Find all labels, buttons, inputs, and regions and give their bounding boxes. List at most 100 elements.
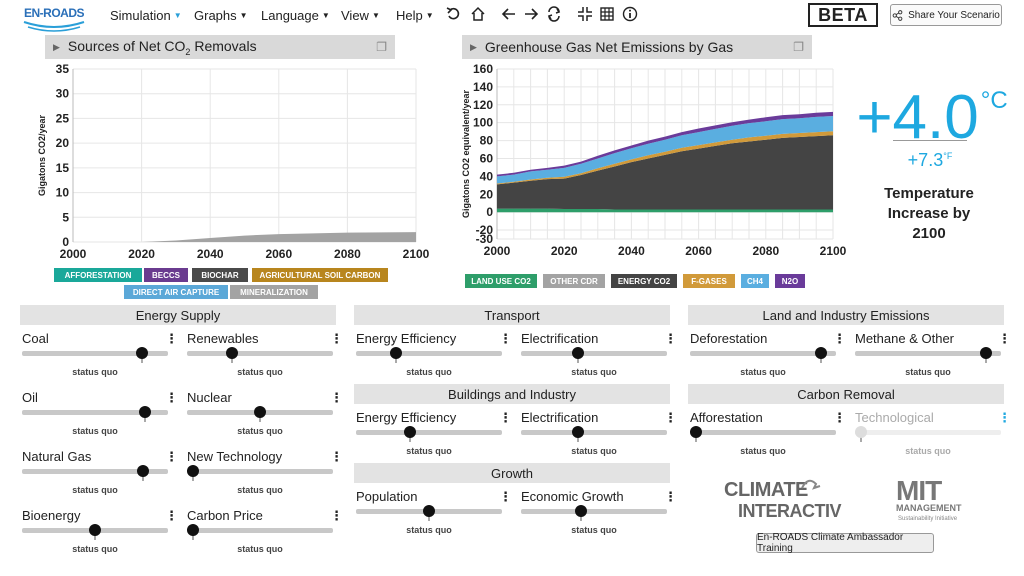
slider-handle[interactable] — [575, 505, 587, 517]
legend-biochar[interactable]: BIOCHAR — [192, 268, 248, 282]
slider-nuclear: Nuclear ⋮ status quo — [187, 390, 343, 440]
menu-simulation[interactable]: Simulation ▼ — [110, 8, 182, 23]
back-arrow-icon[interactable] — [501, 6, 517, 22]
slider-track[interactable] — [187, 351, 333, 356]
slider-track[interactable] — [690, 351, 836, 356]
slider-handle[interactable] — [89, 524, 101, 536]
more-options-icon[interactable]: ⋮ — [499, 331, 512, 346]
more-options-icon[interactable]: ⋮ — [165, 390, 178, 405]
slider-track[interactable] — [187, 528, 333, 533]
more-options-icon[interactable]: ⋮ — [165, 449, 178, 464]
legend-other-cdr[interactable]: OTHER CDR — [543, 274, 605, 288]
climate-ambassador-training-button[interactable]: En-ROADS Climate Ambassador Training — [756, 532, 934, 554]
more-options-icon[interactable]: ⋮ — [499, 410, 512, 425]
x-tick-label: 2080 — [334, 247, 361, 261]
slider-handle[interactable] — [390, 347, 402, 359]
slider-handle[interactable] — [815, 347, 827, 359]
more-options-icon[interactable]: ⋮ — [165, 331, 178, 346]
slider-track[interactable] — [356, 430, 502, 435]
more-options-icon[interactable]: ⋮ — [664, 331, 677, 346]
menu-graphs[interactable]: Graphs ▼ — [194, 8, 248, 23]
y-tick-label: 25 — [56, 111, 70, 125]
legend-ch4[interactable]: CH4 — [741, 274, 769, 288]
status-quo-label: status quo — [72, 544, 118, 554]
menu-help[interactable]: Help ▼ — [396, 8, 434, 23]
more-options-icon[interactable]: ⋮ — [998, 410, 1011, 425]
slider-handle[interactable] — [187, 465, 199, 477]
slider-handle[interactable] — [254, 406, 266, 418]
expand-triangle-icon[interactable]: ▶ — [470, 41, 477, 52]
more-options-icon[interactable]: ⋮ — [330, 390, 343, 405]
forward-arrow-icon[interactable] — [523, 6, 539, 22]
slider-track[interactable] — [187, 469, 333, 474]
slider-track[interactable] — [521, 430, 667, 435]
expand-triangle-icon[interactable]: ▶ — [53, 41, 60, 52]
slider-label: Population — [356, 489, 418, 504]
more-options-icon[interactable]: ⋮ — [833, 331, 846, 346]
legend-n2o[interactable]: N2O — [775, 274, 805, 288]
slider-track[interactable] — [690, 430, 836, 435]
slider-track[interactable] — [22, 410, 168, 415]
more-options-icon[interactable]: ⋮ — [330, 331, 343, 346]
slider-handle[interactable] — [855, 426, 867, 438]
slider-label: Energy Efficiency — [356, 410, 457, 425]
legend-land-use-co2[interactable]: LAND USE CO2 — [465, 274, 537, 288]
graph-title-ghg-by-gas[interactable]: ▶ Greenhouse Gas Net Emissions by Gas ❐ — [462, 35, 812, 59]
menu-view[interactable]: View ▼ — [341, 8, 380, 23]
legend-afforestation[interactable]: AFFORESTATION — [54, 268, 142, 282]
slider-track[interactable] — [855, 430, 1001, 435]
graph-title-net-co2-removals[interactable]: ▶ Sources of Net CO2 Removals ❐ — [45, 35, 395, 59]
slider-handle[interactable] — [572, 426, 584, 438]
slider-handle[interactable] — [404, 426, 416, 438]
slider-label: Coal — [22, 331, 49, 346]
slider-handle[interactable] — [980, 347, 992, 359]
copy-icon[interactable]: ❐ — [793, 40, 804, 54]
slider-handle[interactable] — [572, 347, 584, 359]
slider-track[interactable] — [356, 351, 502, 356]
slider-handle[interactable] — [423, 505, 435, 517]
more-options-icon[interactable]: ⋮ — [499, 489, 512, 504]
en-roads-logo[interactable]: EN-ROADS — [20, 2, 88, 32]
more-options-icon[interactable]: ⋮ — [664, 489, 677, 504]
info-icon[interactable] — [622, 6, 638, 22]
legend-beccs[interactable]: BECCS — [144, 268, 188, 282]
slider-track[interactable] — [521, 351, 667, 356]
copy-icon[interactable]: ❐ — [376, 40, 387, 54]
area-series-energy-co2 — [497, 135, 833, 210]
legend-energy-co2[interactable]: ENERGY CO2 — [611, 274, 677, 288]
legend-f-gases[interactable]: F-GASES — [683, 274, 735, 288]
menu-language[interactable]: Language ▼ — [261, 8, 330, 23]
climate-interactive-logo[interactable]: CLIMATE INTERACTIVE — [718, 474, 842, 522]
slider-economic-growth: Economic Growth ⋮ status quo — [521, 489, 677, 539]
mit-management-logo[interactable]: MIT MANAGEMENT Sustainability Initiative — [890, 474, 980, 522]
more-options-icon[interactable]: ⋮ — [833, 410, 846, 425]
more-options-icon[interactable]: ⋮ — [165, 508, 178, 523]
legend-agricultural-soil-carbon[interactable]: AGRICULTURAL SOIL CARBON — [252, 268, 388, 282]
refresh-icon[interactable] — [546, 6, 562, 22]
svg-text:MANAGEMENT: MANAGEMENT — [896, 503, 962, 513]
slider-track[interactable] — [22, 351, 168, 356]
slider-track[interactable] — [22, 469, 168, 474]
home-icon[interactable] — [470, 6, 486, 22]
slider-track[interactable] — [521, 509, 667, 514]
share-scenario-button[interactable]: Share Your Scenario — [890, 4, 1002, 26]
slider-handle[interactable] — [136, 347, 148, 359]
status-quo-label: status quo — [571, 367, 617, 377]
grid-icon[interactable] — [599, 6, 615, 22]
slider-transport-efficiency: Energy Efficiency ⋮ status quo — [356, 331, 512, 381]
undo-icon[interactable] — [446, 6, 462, 22]
slider-handle[interactable] — [187, 524, 199, 536]
slider-track[interactable] — [855, 351, 1001, 356]
legend-direct-air-capture[interactable]: DIRECT AIR CAPTURE — [124, 285, 228, 299]
more-options-icon[interactable]: ⋮ — [330, 449, 343, 464]
legend-mineralization[interactable]: MINERALIZATION — [230, 285, 318, 299]
slider-label: Deforestation — [690, 331, 768, 346]
more-options-icon[interactable]: ⋮ — [664, 410, 677, 425]
compress-icon[interactable] — [577, 6, 593, 22]
slider-handle[interactable] — [139, 406, 151, 418]
slider-handle[interactable] — [226, 347, 238, 359]
slider-handle[interactable] — [690, 426, 702, 438]
slider-handle[interactable] — [137, 465, 149, 477]
more-options-icon[interactable]: ⋮ — [998, 331, 1011, 346]
more-options-icon[interactable]: ⋮ — [330, 508, 343, 523]
